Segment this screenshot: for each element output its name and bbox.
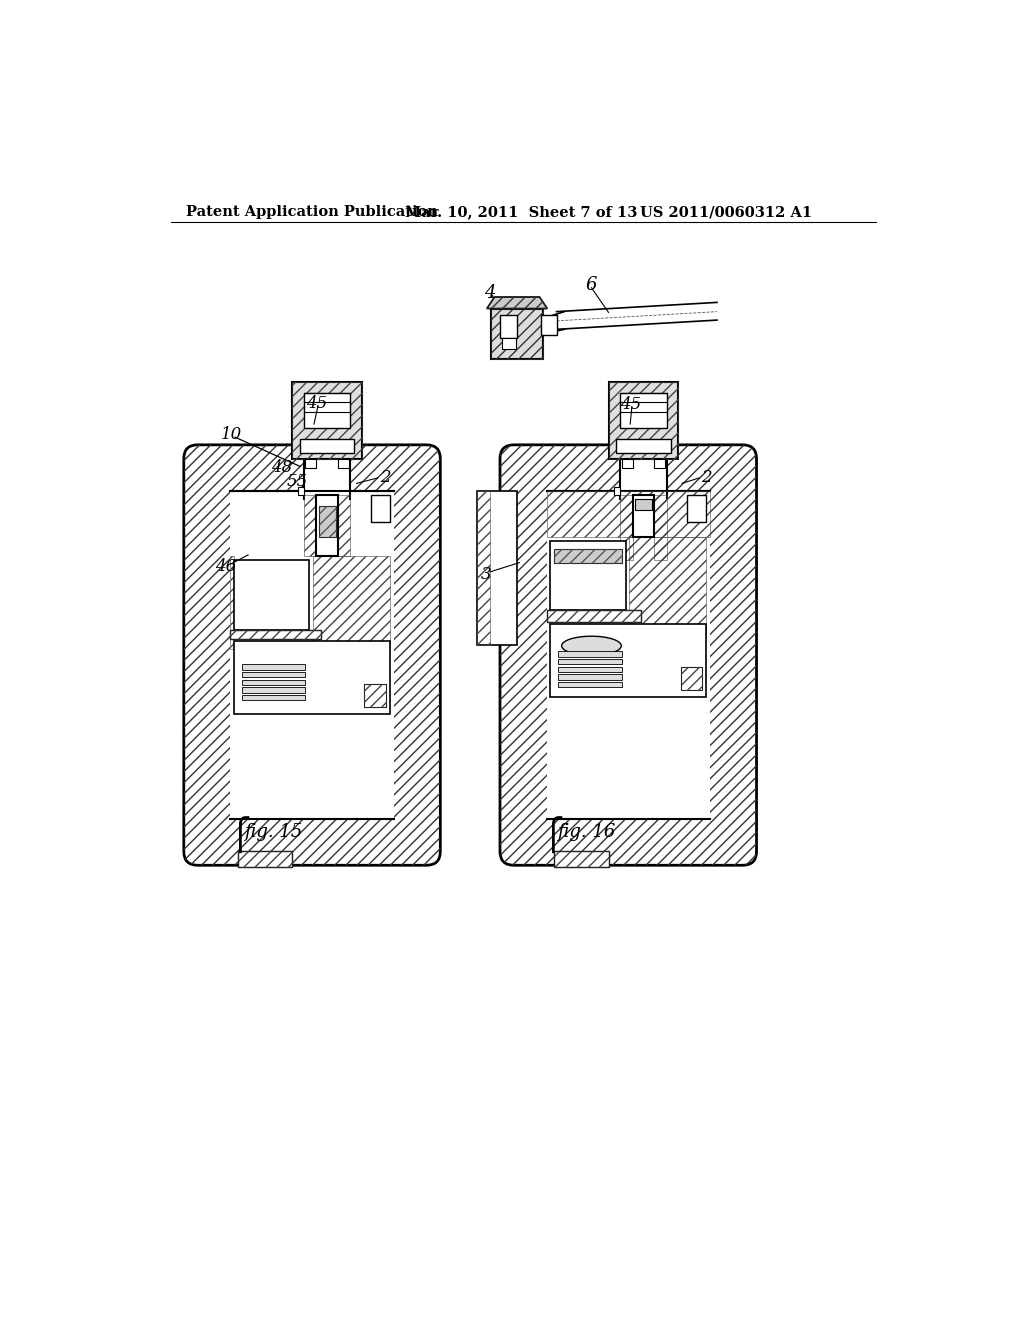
Text: ⎧: ⎧ — [228, 817, 252, 854]
Bar — [304, 393, 350, 428]
Bar — [547, 491, 710, 818]
Bar — [298, 487, 304, 495]
Bar — [238, 851, 292, 867]
Bar — [500, 314, 517, 338]
Bar — [554, 549, 622, 562]
Bar — [490, 309, 544, 359]
Bar — [654, 495, 667, 561]
Bar — [318, 507, 336, 537]
Bar — [318, 507, 336, 537]
Bar — [614, 487, 621, 495]
Bar — [490, 309, 544, 359]
Bar — [558, 675, 622, 680]
Bar — [234, 561, 309, 630]
Bar — [304, 459, 350, 495]
Bar — [316, 495, 338, 557]
Text: 2: 2 — [701, 470, 712, 487]
Text: 10: 10 — [221, 425, 243, 442]
Bar — [502, 338, 515, 350]
Bar — [230, 630, 321, 639]
Text: Patent Application Publication: Patent Application Publication — [186, 206, 438, 219]
Bar — [242, 688, 305, 693]
Bar — [547, 610, 641, 622]
Text: 3: 3 — [480, 566, 492, 582]
Bar — [304, 495, 316, 557]
Bar — [230, 557, 234, 649]
Bar — [230, 630, 321, 639]
Text: Mar. 10, 2011  Sheet 7 of 13: Mar. 10, 2011 Sheet 7 of 13 — [406, 206, 638, 219]
Text: fig. 16: fig. 16 — [557, 824, 615, 841]
Bar — [300, 440, 354, 453]
Bar — [313, 557, 390, 649]
Bar — [477, 491, 517, 645]
Text: 45: 45 — [621, 396, 641, 413]
Bar — [477, 491, 489, 645]
Bar — [338, 459, 349, 469]
Bar — [292, 381, 362, 459]
FancyBboxPatch shape — [183, 445, 440, 866]
Bar — [681, 667, 702, 689]
Bar — [242, 672, 305, 677]
Bar — [547, 610, 641, 622]
Bar — [558, 667, 622, 672]
Bar — [550, 541, 626, 610]
Text: 46: 46 — [215, 558, 237, 576]
Bar — [242, 664, 305, 669]
Text: US 2011/0060312 A1: US 2011/0060312 A1 — [640, 206, 812, 219]
Bar — [635, 499, 652, 511]
Bar — [608, 381, 678, 459]
Text: 2: 2 — [380, 470, 390, 487]
Bar — [292, 381, 362, 459]
Bar — [234, 642, 390, 714]
Bar — [630, 537, 707, 638]
Bar — [608, 381, 678, 459]
Bar — [338, 495, 350, 557]
Bar — [558, 682, 622, 688]
Text: 45: 45 — [306, 395, 328, 412]
Polygon shape — [486, 297, 547, 309]
Bar — [554, 549, 622, 562]
Bar — [305, 459, 316, 469]
Bar — [541, 315, 557, 335]
Bar — [621, 495, 633, 561]
Bar — [558, 659, 622, 664]
Bar — [621, 393, 667, 428]
Bar — [633, 495, 654, 537]
Bar — [622, 459, 633, 469]
Bar — [365, 684, 386, 706]
Bar — [371, 495, 390, 521]
Bar — [554, 851, 608, 867]
Bar — [550, 624, 707, 697]
Text: ⎧: ⎧ — [542, 817, 564, 854]
Bar — [621, 459, 667, 495]
Text: 48: 48 — [271, 459, 293, 477]
Bar — [654, 459, 665, 469]
Text: fig. 15: fig. 15 — [245, 824, 303, 841]
Bar — [554, 851, 608, 867]
Bar — [681, 667, 702, 689]
Text: 4: 4 — [484, 284, 496, 302]
Text: 55: 55 — [287, 474, 308, 490]
Bar — [558, 651, 622, 656]
Bar — [547, 491, 710, 537]
Bar — [616, 440, 671, 453]
Bar — [238, 851, 292, 867]
Bar — [687, 495, 707, 521]
Bar — [242, 680, 305, 685]
Text: 6: 6 — [586, 276, 597, 294]
Bar — [230, 491, 394, 818]
FancyBboxPatch shape — [500, 445, 757, 866]
Bar — [365, 684, 386, 706]
Ellipse shape — [561, 636, 622, 656]
Bar — [242, 696, 305, 701]
